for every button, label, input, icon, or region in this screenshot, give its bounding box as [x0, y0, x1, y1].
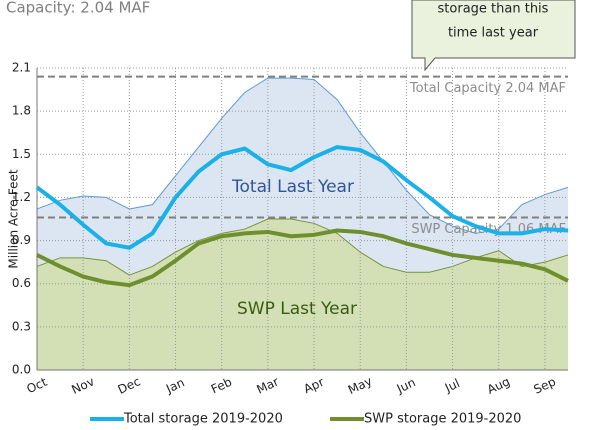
y-tick-label: 1.5 — [12, 147, 31, 161]
callout-box — [411, 0, 576, 72]
x-tick-label: Apr — [301, 375, 326, 396]
x-tick-label: Jan — [163, 375, 187, 396]
area-label: Total Last Year — [231, 177, 354, 197]
x-tick-label: May — [346, 374, 374, 397]
y-tick-label: 0.3 — [12, 319, 31, 333]
x-tick-label: Jul — [442, 376, 462, 395]
callout-text: storage than this — [438, 2, 549, 17]
y-tick-label: 1.8 — [12, 104, 31, 118]
y-tick-label: 1.2 — [12, 190, 31, 204]
area-outline — [36, 77, 569, 234]
y-axis-label: Million Acre-Feet — [7, 169, 21, 268]
series-line — [35, 145, 569, 250]
y-tick-label: 0.0 — [12, 363, 31, 377]
callout-text: time last year — [448, 26, 539, 41]
x-tick-label: Sep — [531, 374, 557, 396]
x-tick-label: Nov — [69, 374, 96, 397]
x-tick-label: Oct — [24, 375, 49, 397]
legend-label: SWP storage 2019-2020 — [364, 412, 521, 427]
legend-label: Total storage 2019-2020 — [123, 412, 283, 427]
y-tick-label: 0.9 — [12, 233, 31, 247]
reference-label: Total Capacity 2.04 MAF — [409, 81, 566, 96]
chart-subtitle: Capacity: 2.04 MAF — [6, 0, 150, 17]
y-tick-label: 0.6 — [12, 276, 31, 290]
series-line — [36, 228, 569, 288]
x-tick-label: Aug — [485, 374, 512, 397]
x-tick-label: Feb — [209, 375, 234, 397]
x-tick-label: Jun — [394, 375, 418, 396]
area-label: SWP Last Year — [237, 299, 357, 319]
x-tick-label: Mar — [254, 374, 280, 396]
area — [37, 219, 568, 370]
x-tick-label: Dec — [116, 374, 143, 397]
y-tick-label: 2.1 — [12, 61, 31, 75]
